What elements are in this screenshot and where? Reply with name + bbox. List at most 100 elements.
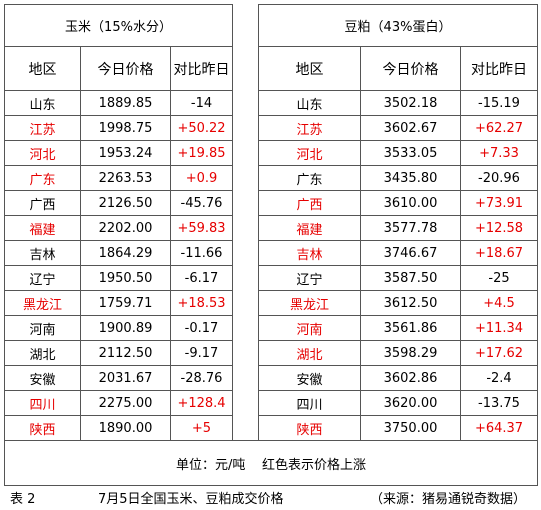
caption-number: 表 2	[10, 492, 36, 507]
price: 3533.05	[360, 140, 461, 166]
region: 河南	[258, 315, 361, 341]
change: +18.67	[460, 240, 538, 266]
change: +64.37	[460, 415, 538, 441]
change: -13.75	[460, 390, 538, 416]
price: 3502.18	[360, 90, 461, 116]
region: 广西	[258, 190, 361, 216]
price: 3746.67	[360, 240, 461, 266]
change: +128.4	[170, 390, 233, 416]
price-table: 玉米（15%水分） 豆粕（43%蛋白） 地区 今日价格 对比昨日 地区 今日价格 对比昨日…	[4, 4, 538, 486]
region: 陕西	[258, 415, 361, 441]
region: 广西	[4, 190, 81, 216]
table-title: 豆粕（43%蛋白）	[258, 4, 538, 47]
region: 山东	[258, 90, 361, 116]
region: 吉林	[4, 240, 81, 266]
change: -45.76	[170, 190, 233, 216]
change: -0.17	[170, 315, 233, 341]
change: +18.53	[170, 290, 233, 316]
change: +11.34	[460, 315, 538, 341]
price: 3587.50	[360, 265, 461, 291]
region: 辽宁	[258, 265, 361, 291]
price: 2202.00	[80, 215, 171, 241]
change: +59.83	[170, 215, 233, 241]
column-header: 地区	[258, 46, 361, 91]
region: 广东	[4, 165, 81, 191]
price: 3561.86	[360, 315, 461, 341]
region: 山东	[4, 90, 81, 116]
column-header: 今日价格	[360, 46, 461, 91]
region: 河南	[4, 315, 81, 341]
region: 广东	[258, 165, 361, 191]
caption: 表 2 7月5日全国玉米、豆粕成交价格 （来源：猪易通锐奇数据）	[10, 488, 535, 507]
region: 安徽	[258, 365, 361, 391]
region: 河北	[4, 140, 81, 166]
change: +73.91	[460, 190, 538, 216]
price: 3598.29	[360, 340, 461, 366]
change: -28.76	[170, 365, 233, 391]
region: 江苏	[258, 115, 361, 141]
change: -25	[460, 265, 538, 291]
price: 3610.00	[360, 190, 461, 216]
change: +17.62	[460, 340, 538, 366]
price: 3435.80	[360, 165, 461, 191]
price: 3612.50	[360, 290, 461, 316]
table-title: 玉米（15%水分）	[4, 4, 233, 47]
change: +19.85	[170, 140, 233, 166]
change: -20.96	[460, 165, 538, 191]
region: 安徽	[4, 365, 81, 391]
region: 陕西	[4, 415, 81, 441]
price: 1900.89	[80, 315, 171, 341]
change: -14	[170, 90, 233, 116]
price: 2112.50	[80, 340, 171, 366]
price: 3620.00	[360, 390, 461, 416]
price: 1998.75	[80, 115, 171, 141]
change: +0.9	[170, 165, 233, 191]
region: 江苏	[4, 115, 81, 141]
change: -9.17	[170, 340, 233, 366]
price: 2031.67	[80, 365, 171, 391]
caption-title: 7月5日全国玉米、豆粕成交价格	[98, 492, 284, 507]
column-header: 对比昨日	[170, 46, 233, 91]
change: -11.66	[170, 240, 233, 266]
change: -6.17	[170, 265, 233, 291]
price: 1864.29	[80, 240, 171, 266]
region: 湖北	[4, 340, 81, 366]
price: 3577.78	[360, 215, 461, 241]
change: +12.58	[460, 215, 538, 241]
region: 福建	[258, 215, 361, 241]
price: 1953.24	[80, 140, 171, 166]
change: -15.19	[460, 90, 538, 116]
region: 四川	[4, 390, 81, 416]
change: +5	[170, 415, 233, 441]
price: 2275.00	[80, 390, 171, 416]
footer-note: 单位：元/吨 红色表示价格上涨	[4, 440, 538, 486]
region: 辽宁	[4, 265, 81, 291]
change: +7.33	[460, 140, 538, 166]
change: +62.27	[460, 115, 538, 141]
change: +50.22	[170, 115, 233, 141]
region: 吉林	[258, 240, 361, 266]
price: 2126.50	[80, 190, 171, 216]
price: 3750.00	[360, 415, 461, 441]
change: +4.5	[460, 290, 538, 316]
column-header: 地区	[4, 46, 81, 91]
price: 3602.67	[360, 115, 461, 141]
region: 福建	[4, 215, 81, 241]
region: 四川	[258, 390, 361, 416]
price: 3602.86	[360, 365, 461, 391]
region: 黑龙江	[258, 290, 361, 316]
column-header: 对比昨日	[460, 46, 538, 91]
price: 1950.50	[80, 265, 171, 291]
gap	[232, 4, 259, 441]
price: 2263.53	[80, 165, 171, 191]
region: 湖北	[258, 340, 361, 366]
price: 1890.00	[80, 415, 171, 441]
caption-source: （来源：猪易通锐奇数据）	[370, 492, 527, 507]
region: 河北	[258, 140, 361, 166]
region: 黑龙江	[4, 290, 81, 316]
column-header: 今日价格	[80, 46, 171, 91]
price: 1889.85	[80, 90, 171, 116]
price: 1759.71	[80, 290, 171, 316]
change: -2.4	[460, 365, 538, 391]
